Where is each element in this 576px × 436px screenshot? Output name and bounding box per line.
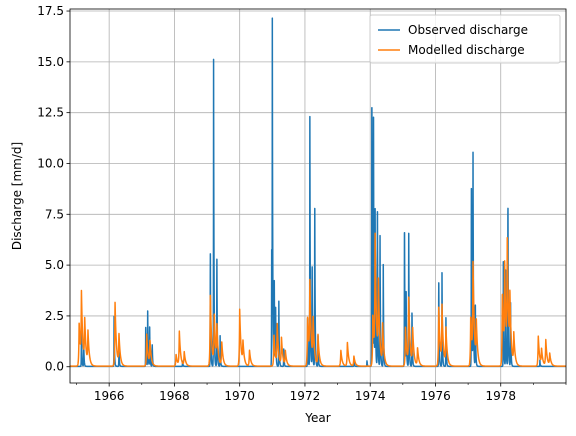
x-tick-label: 1966 — [94, 389, 125, 403]
legend-box — [369, 14, 561, 64]
x-tick-label: 1970 — [224, 389, 255, 403]
y-tick-label: 7.5 — [45, 207, 64, 221]
y-tick-label: 2.5 — [45, 309, 64, 323]
x-axis-ticks: 1966 1968 1970 1972 1974 1976 1978 — [76, 383, 567, 403]
y-tick-label: 5.0 — [45, 258, 64, 272]
y-tick-label: 17.5 — [37, 4, 64, 18]
y-axis-label: Discharge [mm/d] — [10, 142, 24, 250]
x-tick-label: 1972 — [290, 389, 321, 403]
x-axis-label: Year — [304, 411, 330, 425]
x-tick-label: 1976 — [420, 389, 451, 403]
y-tick-label: 10.0 — [37, 156, 64, 170]
legend-label-observed: Observed discharge — [408, 23, 528, 37]
series-line-modelled — [69, 232, 567, 367]
legend: Observed discharge Modelled discharge — [369, 14, 561, 64]
series-lines — [69, 17, 567, 368]
x-tick-label: 1968 — [159, 389, 190, 403]
y-tick-label: 15.0 — [37, 55, 64, 69]
x-tick-label: 1978 — [485, 389, 516, 403]
plot-frame — [69, 8, 567, 384]
y-axis-ticks: 0.0 2.5 5.0 7.5 10.0 12.5 15.0 17.5 — [37, 4, 70, 374]
x-tick-label: 1974 — [355, 389, 386, 403]
y-tick-label: 0.0 — [45, 360, 64, 374]
y-tick-label: 12.5 — [37, 106, 64, 120]
legend-label-modelled: Modelled discharge — [408, 43, 525, 57]
